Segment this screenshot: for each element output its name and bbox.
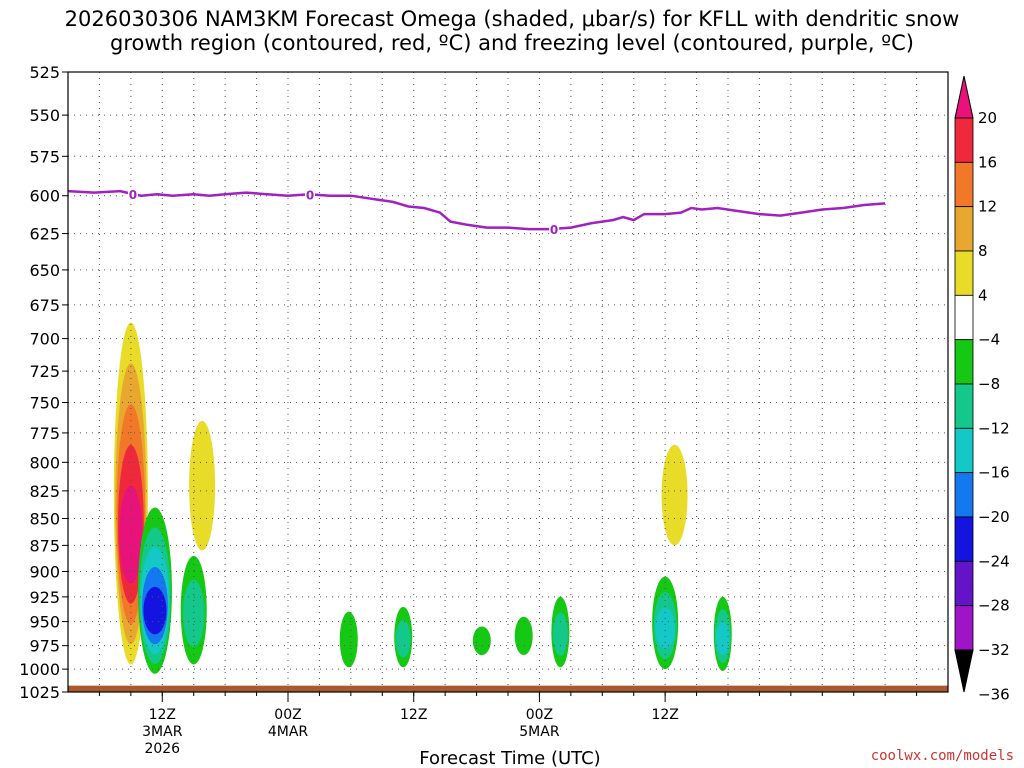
- colorbar-segment: [954, 117, 974, 163]
- colorbar-label: −20: [978, 508, 1010, 526]
- y-tick-label: 550: [29, 106, 60, 125]
- credit-text: coolwx.com/models: [871, 748, 1014, 764]
- colorbar-label: −36: [978, 685, 1010, 703]
- omega-contour-level: [189, 420, 216, 551]
- y-tick-label: 650: [29, 261, 60, 280]
- omega-region-ascent-small: [661, 444, 688, 546]
- colorbar-segment: [954, 472, 974, 518]
- colorbar-label: −32: [978, 641, 1010, 659]
- x-axis-label: Forecast Time (UTC): [419, 748, 600, 768]
- omega-contour-level: [514, 616, 533, 656]
- y-tick-label: 725: [29, 362, 60, 381]
- y-tick-label: 700: [29, 330, 60, 349]
- colorbar-label: −28: [978, 597, 1010, 615]
- omega-region-descent-cell: [652, 576, 679, 670]
- colorbar-segment: [954, 383, 974, 429]
- ground-surface: [68, 685, 948, 692]
- y-tick-label: 1000: [19, 660, 60, 679]
- colorbar-label: −16: [978, 464, 1010, 482]
- freezing-level-label: 0: [550, 223, 558, 237]
- x-tick-date: 4MAR: [268, 724, 309, 740]
- colorbar-segment: [954, 294, 974, 341]
- colorbar-label: −8: [978, 375, 1000, 393]
- x-tick-label: 12Z: [400, 707, 427, 723]
- freezing-level-label: 0: [129, 188, 137, 202]
- colorbar-label: 8: [978, 242, 988, 260]
- colorbar-segment: [954, 206, 974, 252]
- omega-contour-level: [472, 626, 491, 656]
- colorbar-segment: [954, 560, 974, 607]
- x-tick-date: 5MAR: [519, 724, 560, 740]
- colorbar-segment: [954, 161, 974, 208]
- colorbar-label: 16: [978, 153, 997, 171]
- y-tick-label: 975: [29, 637, 60, 656]
- freezing-label-bg: [127, 187, 138, 201]
- y-tick-label: 900: [29, 562, 60, 581]
- y-tick-label: 825: [29, 482, 60, 501]
- colorbar-label: −24: [978, 552, 1010, 570]
- colorbar-label: 12: [978, 198, 997, 216]
- y-tick-label: 575: [29, 147, 60, 166]
- x-tick-date: 3MAR: [142, 724, 183, 740]
- y-tick-label: 775: [29, 424, 60, 443]
- colorbar-label: −4: [978, 331, 1000, 349]
- omega-region-ascent-thin: [189, 420, 216, 551]
- colorbar-max-triangle: [954, 75, 974, 119]
- omega-contour-level: [661, 444, 688, 546]
- omega-region-descent-small: [339, 611, 358, 668]
- plot-area: 0 0 0: [67, 71, 949, 693]
- omega-region-descent-cell: [551, 596, 570, 668]
- omega-contour-level: [339, 611, 358, 668]
- freezing-label-bg: [305, 187, 315, 201]
- chart-title-line2: growth region (contoured, red, ºC) and f…: [110, 31, 914, 55]
- freezing-level-label: 0: [306, 188, 314, 202]
- omega-region-descent-patch: [472, 626, 491, 656]
- y-tick-label: 675: [29, 296, 60, 315]
- y-axis: 525 550 575 600 625 650 675 700 725 750 775 800 825 8…: [19, 63, 68, 702]
- omega-region-descent-small: [394, 606, 413, 668]
- omega-region-descent-cell: [713, 596, 732, 671]
- y-tick-label: 850: [29, 510, 60, 529]
- colorbar-segment: [954, 339, 974, 385]
- x-tick-label: 12Z: [149, 707, 176, 723]
- omega-contour-level: [552, 612, 568, 656]
- y-tick-label: 875: [29, 536, 60, 555]
- omega-region-descent-mid: [180, 555, 207, 665]
- omega-contour-level: [716, 621, 730, 655]
- freezing-label-bg: [549, 221, 560, 235]
- omega-region-descent-column: [137, 507, 172, 674]
- omega-contour-level: [395, 620, 411, 658]
- colorbar-segment: [954, 605, 974, 651]
- y-tick-label: 600: [29, 187, 60, 206]
- freezing-level-line: [67, 189, 886, 231]
- y-tick-label: 800: [29, 453, 60, 472]
- colorbar-segment: [954, 516, 974, 562]
- colorbar: 20 16 12 8 4 −4 −8 −12 −16 −20 −24 −28 −32 −36: [954, 75, 1010, 703]
- y-tick-label: 925: [29, 588, 60, 607]
- colorbar-label: −12: [978, 419, 1010, 437]
- x-tick-label: 00Z: [526, 707, 553, 723]
- y-tick-label: 525: [29, 63, 60, 82]
- chart-title-line1: 2026030306 NAM3KM Forecast Omega (shaded…: [65, 7, 960, 31]
- colorbar-min-triangle: [954, 649, 974, 693]
- x-tick-year: 2026: [144, 741, 180, 757]
- colorbar-label: 20: [978, 109, 997, 127]
- y-tick-label: 1025: [19, 683, 60, 702]
- colorbar-segment: [954, 427, 974, 474]
- x-tick-label: 12Z: [651, 707, 678, 723]
- omega-contour-level: [655, 607, 675, 649]
- y-tick-label: 950: [29, 613, 60, 632]
- y-tick-label: 750: [29, 394, 60, 413]
- colorbar-label: 4: [978, 286, 988, 304]
- x-tick-label: 00Z: [274, 707, 301, 723]
- y-tick-label: 625: [29, 225, 60, 244]
- colorbar-segment: [954, 250, 974, 296]
- omega-region-descent-patch: [514, 616, 533, 656]
- omega-contour-level: [143, 586, 167, 635]
